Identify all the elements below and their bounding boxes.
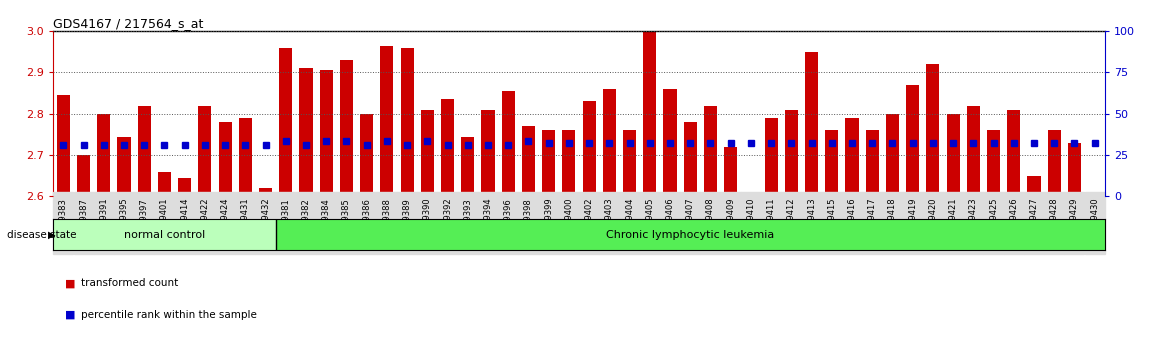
Bar	[401, 48, 413, 196]
Bar	[138, 105, 151, 196]
Bar	[582, 101, 595, 196]
Bar	[603, 89, 616, 196]
Bar	[300, 68, 313, 196]
Bar	[117, 137, 131, 196]
Bar	[360, 114, 373, 196]
Bar	[683, 122, 697, 196]
Bar	[239, 118, 252, 196]
Bar	[276, 219, 1105, 250]
Text: transformed count: transformed count	[81, 278, 178, 288]
Bar	[259, 188, 272, 196]
Bar	[987, 130, 1001, 196]
Bar	[563, 130, 576, 196]
Bar	[320, 70, 332, 196]
Bar	[53, 219, 276, 250]
Bar	[704, 105, 717, 196]
Bar	[643, 27, 657, 196]
Bar	[97, 114, 110, 196]
Text: Chronic lymphocytic leukemia: Chronic lymphocytic leukemia	[606, 229, 775, 240]
Bar	[826, 130, 838, 196]
Bar	[522, 126, 535, 196]
Bar	[441, 99, 454, 196]
Bar	[542, 130, 555, 196]
Bar	[198, 105, 212, 196]
Bar	[1068, 143, 1080, 196]
Bar	[623, 130, 636, 196]
Bar	[886, 114, 899, 196]
Text: ■: ■	[65, 310, 75, 320]
Bar	[340, 60, 353, 196]
Bar	[380, 46, 394, 196]
Bar	[1027, 176, 1041, 196]
Bar	[724, 147, 738, 196]
Text: normal control: normal control	[124, 229, 205, 240]
Bar	[219, 122, 232, 196]
Bar	[1048, 130, 1061, 196]
Bar	[764, 118, 778, 196]
Bar	[926, 64, 939, 196]
Bar	[845, 118, 858, 196]
Text: ▶: ▶	[47, 229, 54, 240]
Bar	[279, 48, 292, 196]
Bar	[482, 110, 494, 196]
Bar	[78, 155, 90, 196]
Bar	[906, 85, 919, 196]
Text: percentile rank within the sample: percentile rank within the sample	[81, 310, 257, 320]
Bar	[57, 95, 69, 196]
Bar	[178, 178, 191, 196]
Bar	[1007, 110, 1020, 196]
Bar	[745, 196, 757, 354]
Bar	[157, 172, 171, 196]
Text: disease state: disease state	[7, 229, 76, 240]
Bar	[785, 110, 798, 196]
Text: GDS4167 / 217564_s_at: GDS4167 / 217564_s_at	[53, 17, 204, 30]
Bar	[866, 130, 879, 196]
Bar	[501, 91, 515, 196]
Bar	[946, 114, 960, 196]
Text: ■: ■	[65, 278, 75, 288]
Bar	[420, 110, 434, 196]
Bar	[967, 105, 980, 196]
Bar	[461, 137, 475, 196]
Bar	[664, 89, 676, 196]
Bar	[805, 52, 818, 196]
